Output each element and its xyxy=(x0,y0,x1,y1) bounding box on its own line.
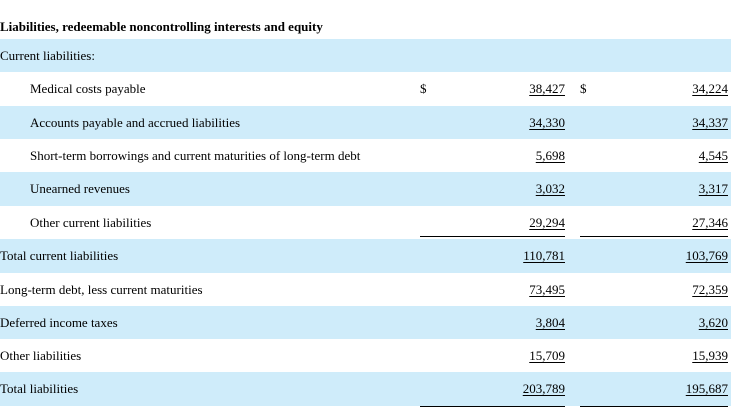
value-cell-prior-year: 103,769 xyxy=(580,239,728,273)
value: 3,032 xyxy=(535,181,565,196)
row-label: Medical costs payable xyxy=(30,81,146,96)
value: 73,495 xyxy=(529,281,565,297)
value: 72,359 xyxy=(692,281,728,297)
row-label: Other liabilities xyxy=(0,347,82,363)
table-row-short-term-borrowings: Short-term borrowings and current maturi… xyxy=(0,139,731,172)
value: 3,620 xyxy=(698,314,728,330)
value: 103,769 xyxy=(685,248,728,263)
table-row-other-liabilities: Other liabilities 15,709 15,939 xyxy=(0,339,731,372)
value-cell-prior-year: $ 34,224 xyxy=(580,72,728,106)
currency-symbol: $ xyxy=(580,81,587,96)
value: 203,789 xyxy=(522,381,565,396)
value-cell-current-year: 3,804 xyxy=(420,306,565,339)
row-label: Current liabilities: xyxy=(0,47,95,63)
value-cell-current-year: 34,330 xyxy=(420,106,565,139)
table-row-other-current-liabilities: Other current liabilities 29,294 27,346 xyxy=(0,206,731,239)
row-label: Total liabilities xyxy=(0,381,79,396)
value-cell-prior-year: 3,317 xyxy=(580,172,728,206)
total-rule xyxy=(420,406,565,407)
value: 15,939 xyxy=(692,347,728,363)
value-cell-prior-year: 72,359 xyxy=(580,273,728,306)
value: 3,317 xyxy=(698,181,728,196)
subtotal-rule xyxy=(580,236,728,237)
total-rule xyxy=(580,406,728,407)
table-row-unearned-revenues: Unearned revenues 3,032 3,317 xyxy=(0,172,731,206)
value: 34,224 xyxy=(692,81,728,96)
value-cell-prior-year: 34,337 xyxy=(580,106,728,139)
row-label: Short-term borrowings and current maturi… xyxy=(30,147,361,163)
table-row-total-liabilities: Total liabilities 203,789 195,687 xyxy=(0,372,731,406)
table-row-current-liabilities: Current liabilities: xyxy=(0,39,731,72)
value: 34,330 xyxy=(529,114,565,130)
table-row-accounts-payable: Accounts payable and accrued liabilities… xyxy=(0,106,731,139)
section-heading: Liabilities, redeemable noncontrolling i… xyxy=(0,19,323,34)
value: 34,337 xyxy=(692,114,728,130)
value-cell-current-year: 5,698 xyxy=(420,139,565,172)
value-cell-current-year: 15,709 xyxy=(420,339,565,372)
value-cell-current-year: 3,032 xyxy=(420,172,565,206)
table-row-medical-costs-payable: Medical costs payable $ 38,427 $ 34,224 xyxy=(0,72,731,106)
value: 4,545 xyxy=(698,147,728,163)
value: 195,687 xyxy=(685,381,728,396)
row-label: Long-term debt, less current maturities xyxy=(0,281,203,297)
row-label: Accounts payable and accrued liabilities xyxy=(30,114,241,130)
value: 27,346 xyxy=(692,214,728,230)
value-cell-prior-year: 195,687 xyxy=(580,372,728,406)
value: 5,698 xyxy=(535,147,565,163)
row-label: Other current liabilities xyxy=(30,214,152,230)
value-cell-current-year: 203,789 xyxy=(420,372,565,406)
table-row-long-term-debt: Long-term debt, less current maturities … xyxy=(0,273,731,306)
value: 38,427 xyxy=(529,81,565,96)
row-label: Deferred income taxes xyxy=(0,314,118,330)
value: 29,294 xyxy=(529,214,565,230)
value-cell-prior-year: 4,545 xyxy=(580,139,728,172)
table-row-total-current-liabilities: Total current liabilities 110,781 103,76… xyxy=(0,239,731,273)
subtotal-rule xyxy=(420,236,565,237)
currency-symbol: $ xyxy=(420,81,427,96)
value-cell-current-year: 29,294 xyxy=(420,206,565,239)
value-cell-current-year: $ 38,427 xyxy=(420,72,565,106)
row-label: Total current liabilities xyxy=(0,248,119,263)
value-cell-prior-year: 15,939 xyxy=(580,339,728,372)
value: 15,709 xyxy=(529,347,565,363)
row-label: Unearned revenues xyxy=(30,181,130,196)
value-cell-current-year: 110,781 xyxy=(420,239,565,273)
value: 3,804 xyxy=(535,314,565,330)
table-row-deferred-income-taxes: Deferred income taxes 3,804 3,620 xyxy=(0,306,731,339)
value-cell-current-year: 73,495 xyxy=(420,273,565,306)
value-cell-prior-year: 27,346 xyxy=(580,206,728,239)
value: 110,781 xyxy=(523,248,565,263)
value-cell-prior-year: 3,620 xyxy=(580,306,728,339)
